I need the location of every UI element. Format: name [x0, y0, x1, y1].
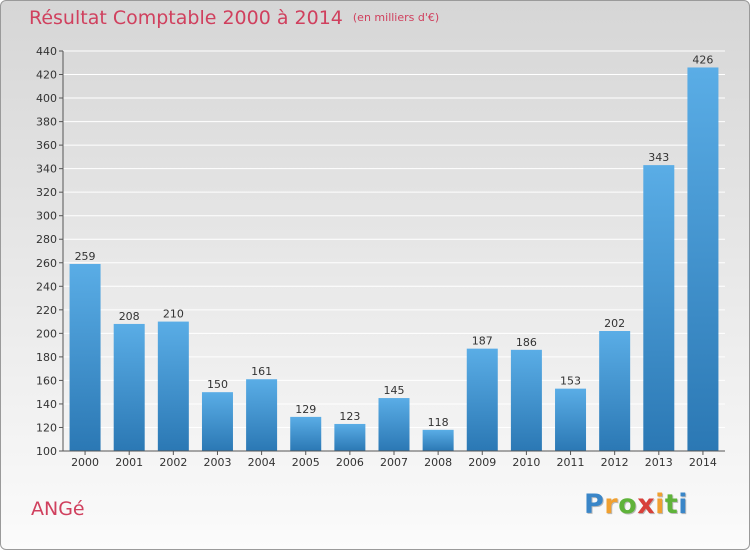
y-tick-label: 360 [36, 139, 57, 152]
x-tick-label: 2014 [689, 456, 717, 469]
y-tick-label: 100 [36, 445, 57, 458]
y-tick-label: 260 [36, 257, 57, 270]
y-tick-label: 300 [36, 210, 57, 223]
x-tick-label: 2009 [468, 456, 496, 469]
bar-2003 [201, 392, 233, 451]
y-tick-label: 320 [36, 186, 57, 199]
data-label: 426 [692, 53, 713, 66]
x-tick-label: 2001 [115, 456, 143, 469]
y-tick-label: 280 [36, 233, 57, 246]
logo-letter-r: r [604, 489, 619, 520]
data-label: 202 [604, 317, 625, 330]
bar-2009 [466, 348, 498, 451]
data-label: 129 [295, 403, 316, 416]
title-text: Résultat Comptable 2000 à 2014 [29, 7, 343, 29]
title-unit: (en milliers d'€) [352, 11, 440, 24]
y-tick-label: 400 [36, 92, 57, 105]
data-label: 259 [75, 250, 96, 263]
logo-letter-o: o [618, 489, 638, 520]
data-label: 153 [560, 375, 581, 388]
data-label: 208 [119, 310, 140, 323]
data-label: 187 [472, 335, 493, 348]
logo-letter-t: t [664, 489, 679, 520]
bar-2006 [334, 423, 366, 451]
logo-letter-i: i [655, 489, 665, 520]
data-label: 150 [207, 378, 228, 391]
x-tick-label: 2011 [557, 456, 585, 469]
x-tick-label: 2003 [203, 456, 231, 469]
x-tick-label: 2012 [601, 456, 629, 469]
data-label: 123 [339, 410, 360, 423]
x-tick-label: 2006 [336, 456, 364, 469]
data-label: 145 [384, 384, 405, 397]
bar-2002 [157, 321, 189, 451]
data-label: 118 [428, 416, 449, 429]
y-tick-label: 140 [36, 398, 57, 411]
y-tick-label: 420 [36, 69, 57, 82]
y-tick-label: 440 [36, 45, 57, 58]
axes: 100 120 140 160 180 200 220 240 260 280 300 320 340 3… [36, 45, 725, 469]
y-tick-label: 120 [36, 421, 57, 434]
y-tick-label: 220 [36, 304, 57, 317]
y-tick-label: 380 [36, 116, 57, 129]
x-tick-label: 2004 [248, 456, 276, 469]
bar-2007 [378, 398, 410, 451]
y-tick-label: 340 [36, 163, 57, 176]
data-label: 161 [251, 365, 272, 378]
bar-2008 [422, 429, 454, 451]
y-tick-label: 180 [36, 351, 57, 364]
proxiti-logo[interactable]: Proxiti [584, 489, 688, 520]
logo-letter-x: x [637, 489, 656, 520]
logo-letter-i2: i [678, 489, 689, 520]
x-tick-label: 2005 [292, 456, 320, 469]
bar-2012 [599, 331, 631, 451]
x-tick-label: 2000 [71, 456, 99, 469]
chart-title: Résultat Comptable 2000 à 2014 (en millie… [29, 7, 439, 29]
x-tick-label: 2013 [645, 456, 673, 469]
bar-2011 [555, 388, 587, 451]
y-tick-label: 200 [36, 327, 57, 340]
data-label: 210 [163, 308, 184, 321]
bar-2000 [69, 263, 101, 451]
bar-2001 [113, 323, 145, 451]
y-tick-label: 160 [36, 374, 57, 387]
bars [69, 67, 719, 452]
commune-name: ANGé [31, 498, 85, 520]
x-tick-label: 2007 [380, 456, 408, 469]
y-tick-label: 240 [36, 280, 57, 293]
data-labels: 259 208 210 150 161 129 123 145 118 187 186 153 202 3… [75, 53, 714, 428]
data-label: 343 [648, 151, 669, 164]
x-tick-label: 2002 [159, 456, 187, 469]
x-tick-label: 2008 [424, 456, 452, 469]
bar-2010 [510, 349, 542, 451]
data-label: 186 [516, 336, 537, 349]
bar-2004 [246, 379, 278, 451]
bar-2005 [290, 416, 322, 451]
x-tick-label: 2010 [512, 456, 540, 469]
logo-letter-p: P [584, 489, 605, 520]
bar-2013 [643, 165, 675, 451]
bar-2014 [687, 67, 719, 452]
